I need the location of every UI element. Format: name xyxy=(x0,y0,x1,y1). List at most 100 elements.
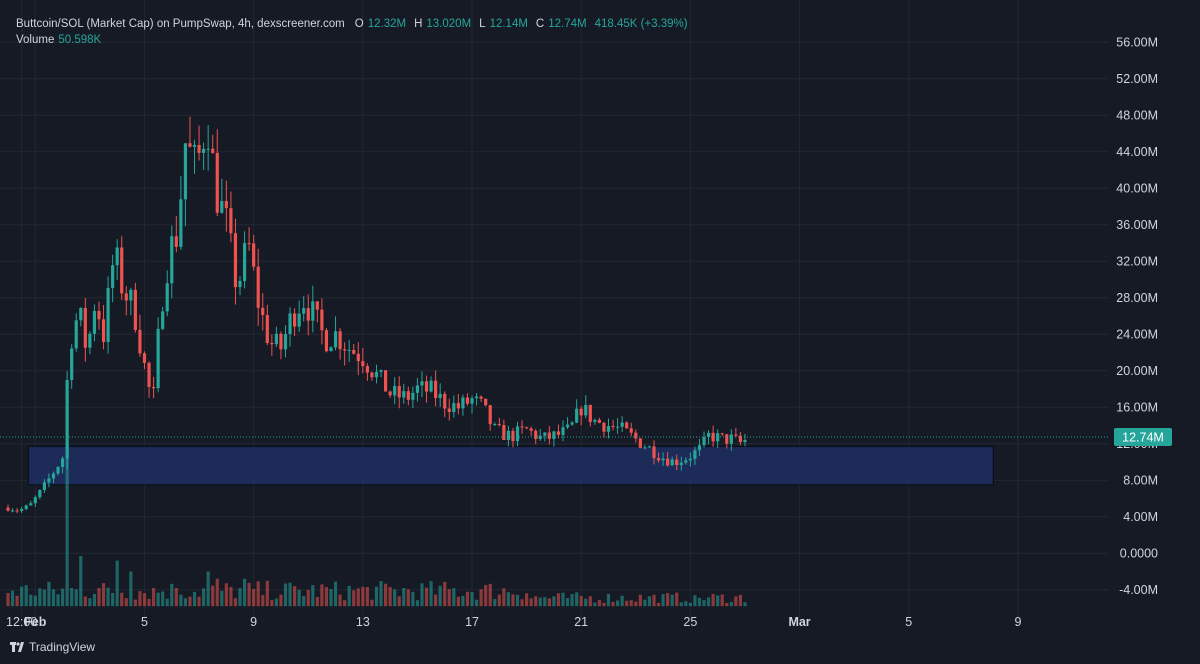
candle-body xyxy=(361,361,365,367)
volume-bar xyxy=(434,594,438,607)
volume-bar xyxy=(506,592,511,607)
volume-bar xyxy=(511,594,515,607)
volume-bar xyxy=(716,595,720,607)
volume-bar xyxy=(470,592,474,607)
volume-bar xyxy=(38,588,42,607)
candle-body xyxy=(383,370,388,392)
volume-bar xyxy=(393,589,397,607)
candle-body xyxy=(575,408,579,423)
volume-bar xyxy=(552,596,556,607)
volume-bar xyxy=(293,586,297,607)
volume-bar xyxy=(602,602,606,607)
volume-bar xyxy=(156,592,160,607)
volume-bar xyxy=(515,594,520,607)
volume-bar xyxy=(547,598,551,607)
volume-bar xyxy=(379,581,383,607)
x-tick-label: 9 xyxy=(250,615,257,629)
candle-body xyxy=(638,438,642,448)
candle-body xyxy=(170,236,174,284)
candle-body xyxy=(220,201,224,213)
volume-bar xyxy=(115,560,119,607)
tradingview-logo[interactable]: TradingView xyxy=(10,640,95,654)
volume-bar xyxy=(224,583,228,607)
candle-body xyxy=(534,430,538,440)
volume-bar xyxy=(684,601,688,607)
candle-body xyxy=(288,313,292,335)
symbol-title[interactable]: Buttcoin/SOL (Market Cap) on PumpSwap, 4… xyxy=(16,18,345,30)
y-tick-label: 24.00M xyxy=(1116,327,1158,341)
y-tick-label: 36.00M xyxy=(1116,218,1158,232)
volume-bar xyxy=(83,596,87,607)
volume-bar xyxy=(179,594,183,607)
candle-body xyxy=(502,425,506,440)
volume-bar xyxy=(315,596,319,607)
candle-body xyxy=(10,510,15,512)
volume-bar xyxy=(420,583,424,607)
volume-bar xyxy=(265,580,269,607)
volume-bar xyxy=(238,588,242,607)
candle-body xyxy=(670,459,674,466)
volume-bar xyxy=(666,593,670,607)
candle-body xyxy=(393,385,397,396)
candle-body xyxy=(616,426,620,428)
volume-bar xyxy=(161,591,165,607)
volume-bar xyxy=(24,585,28,607)
candle-body xyxy=(6,507,10,511)
volume-bar xyxy=(538,597,542,607)
candle-body xyxy=(229,208,233,234)
volume-bar xyxy=(579,596,583,607)
volume-bar xyxy=(502,588,506,607)
volume-bar xyxy=(270,599,274,607)
y-tick-label: -4.00M xyxy=(1119,583,1158,597)
volume-bar xyxy=(465,591,470,607)
candle-body xyxy=(611,426,615,428)
y-tick-label: 44.00M xyxy=(1116,145,1158,159)
candle-body xyxy=(197,144,201,153)
chart-legend: Buttcoin/SOL (Market Cap) on PumpSwap, 4… xyxy=(16,16,692,48)
volume-bar xyxy=(197,596,201,607)
x-tick-label: Feb xyxy=(24,615,47,629)
candle-body xyxy=(520,426,524,428)
volume-bar xyxy=(51,589,56,607)
candle-body xyxy=(620,422,624,427)
price-axis[interactable]: 56.00M 52.00M 48.00M 44.00M 40.00M 36.00M 32.0… xyxy=(1114,35,1172,597)
candle-body xyxy=(115,247,119,266)
volume-bar xyxy=(456,596,460,607)
volume-bar xyxy=(261,594,265,607)
candle-body xyxy=(729,434,733,444)
volume-bar xyxy=(638,594,642,607)
volume-bar xyxy=(670,594,674,607)
candle-body xyxy=(465,397,470,404)
y-tick-label: 4.00M xyxy=(1123,510,1158,524)
candle-body xyxy=(33,497,37,504)
candle-body xyxy=(461,397,465,409)
volume-bar xyxy=(374,586,379,607)
ohlc-row: Buttcoin/SOL (Market Cap) on PumpSwap, 4… xyxy=(16,16,692,32)
candle-body xyxy=(702,436,706,446)
high-label: H xyxy=(414,18,423,30)
volume-bar xyxy=(29,594,33,607)
candle-body xyxy=(83,308,87,348)
candle-body xyxy=(151,386,156,389)
x-tick-label: 12:00 xyxy=(6,615,37,629)
y-tick-label: 32.00M xyxy=(1116,254,1158,268)
candle-body xyxy=(238,280,242,288)
candle-body xyxy=(315,301,319,310)
volume-bar xyxy=(415,600,420,607)
volume-bar xyxy=(424,587,429,607)
volume-bar xyxy=(356,588,360,607)
candle-body xyxy=(397,385,401,398)
volume-bar xyxy=(452,588,456,607)
candle-body xyxy=(734,434,738,436)
candle-body xyxy=(525,427,529,429)
candle-body xyxy=(552,431,556,439)
volume-label[interactable]: Volume xyxy=(16,34,55,46)
volume-bar xyxy=(88,598,92,607)
volume-value: 50.598K xyxy=(58,34,102,46)
candle-body xyxy=(88,333,92,348)
candle-body xyxy=(370,372,374,378)
candle-body xyxy=(379,370,383,372)
candle-body xyxy=(338,331,342,350)
